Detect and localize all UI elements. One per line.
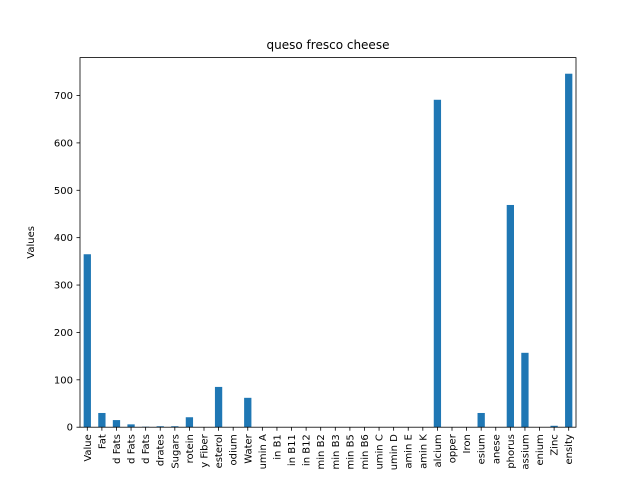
x-tick-label-5: drates — [156, 434, 167, 466]
y-tick-label-3: 300 — [54, 281, 73, 292]
x-tick-label-9: esterol — [214, 434, 225, 468]
y-tick-label-0: 0 — [67, 423, 73, 434]
x-tick-label-6: Sugars — [170, 434, 181, 468]
chart-title: queso fresco cheese — [267, 38, 390, 52]
x-tick-label-31: enium — [535, 434, 546, 465]
x-tick-label-28: anese — [491, 434, 502, 464]
bars-layer — [83, 73, 573, 428]
y-tick-label-5: 500 — [54, 186, 73, 197]
y-axis: 0 100 200 300 400 500 600 700 — [54, 91, 80, 434]
bar-29 — [506, 204, 514, 428]
x-tick-label-10: odium — [229, 434, 240, 465]
bar-27 — [477, 412, 485, 428]
bar-3 — [127, 424, 135, 428]
x-tick-label-11: Water — [243, 433, 254, 463]
y-tick-label-6: 600 — [54, 138, 73, 149]
x-tick-label-32: Zinc — [550, 434, 561, 455]
x-tick-label-18: min B5 — [345, 434, 356, 469]
bar-30 — [521, 352, 529, 428]
bar-24 — [433, 99, 442, 428]
y-tick-label-1: 100 — [54, 375, 73, 386]
x-tick-label-19: min B6 — [360, 434, 371, 469]
x-tick-label-1: Fat — [97, 434, 108, 449]
x-tick-label-22: amin E — [404, 434, 415, 468]
bar-6 — [171, 426, 179, 428]
x-tick-label-4: d Fats — [141, 434, 152, 464]
x-tick-label-7: rotein — [185, 434, 196, 463]
x-tick-label-12: umin A — [258, 434, 269, 469]
y-tick-label-2: 200 — [54, 328, 73, 339]
bar-7 — [185, 417, 194, 428]
x-tick-label-30: assium — [520, 434, 531, 469]
bar-33 — [565, 73, 573, 428]
x-tick-label-17: min B3 — [331, 434, 342, 469]
bar-32 — [550, 425, 558, 428]
x-tick-label-29: phorus — [506, 434, 517, 468]
x-tick-label-27: esium — [477, 434, 488, 464]
x-tick-label-2: d Fats — [112, 434, 123, 464]
x-tick-label-20: umin C — [375, 434, 386, 469]
x-tick-label-3: d Fats — [127, 434, 138, 464]
x-axis: Value Fat d Fats d Fats d Fats drates Sugars ro… — [83, 427, 575, 470]
x-tick-label-25: opper — [448, 433, 459, 463]
bar-1 — [98, 412, 106, 428]
x-tick-label-24: alcium — [433, 434, 444, 467]
x-tick-label-15: in B12 — [302, 434, 313, 466]
x-tick-label-0: Value — [83, 434, 94, 461]
y-tick-label-4: 400 — [54, 233, 73, 244]
y-tick-label-7: 700 — [54, 91, 73, 102]
x-tick-label-13: in B1 — [272, 434, 283, 460]
bar-2 — [112, 420, 121, 428]
x-tick-label-23: amin K — [418, 434, 429, 469]
bar-11 — [244, 397, 252, 428]
plot-frame — [79, 57, 577, 428]
y-axis-label: Values — [26, 226, 37, 259]
x-tick-label-14: in B11 — [287, 434, 298, 466]
x-tick-label-8: y Fiber — [200, 433, 211, 467]
bar-9 — [214, 386, 223, 428]
x-tick-label-26: Iron — [462, 434, 473, 453]
x-tick-label-21: umin D — [389, 434, 400, 470]
bar-5 — [156, 426, 164, 428]
bar-0 — [83, 254, 91, 428]
x-tick-label-33: ensity — [564, 434, 575, 464]
x-tick-label-16: min B2 — [316, 434, 327, 469]
